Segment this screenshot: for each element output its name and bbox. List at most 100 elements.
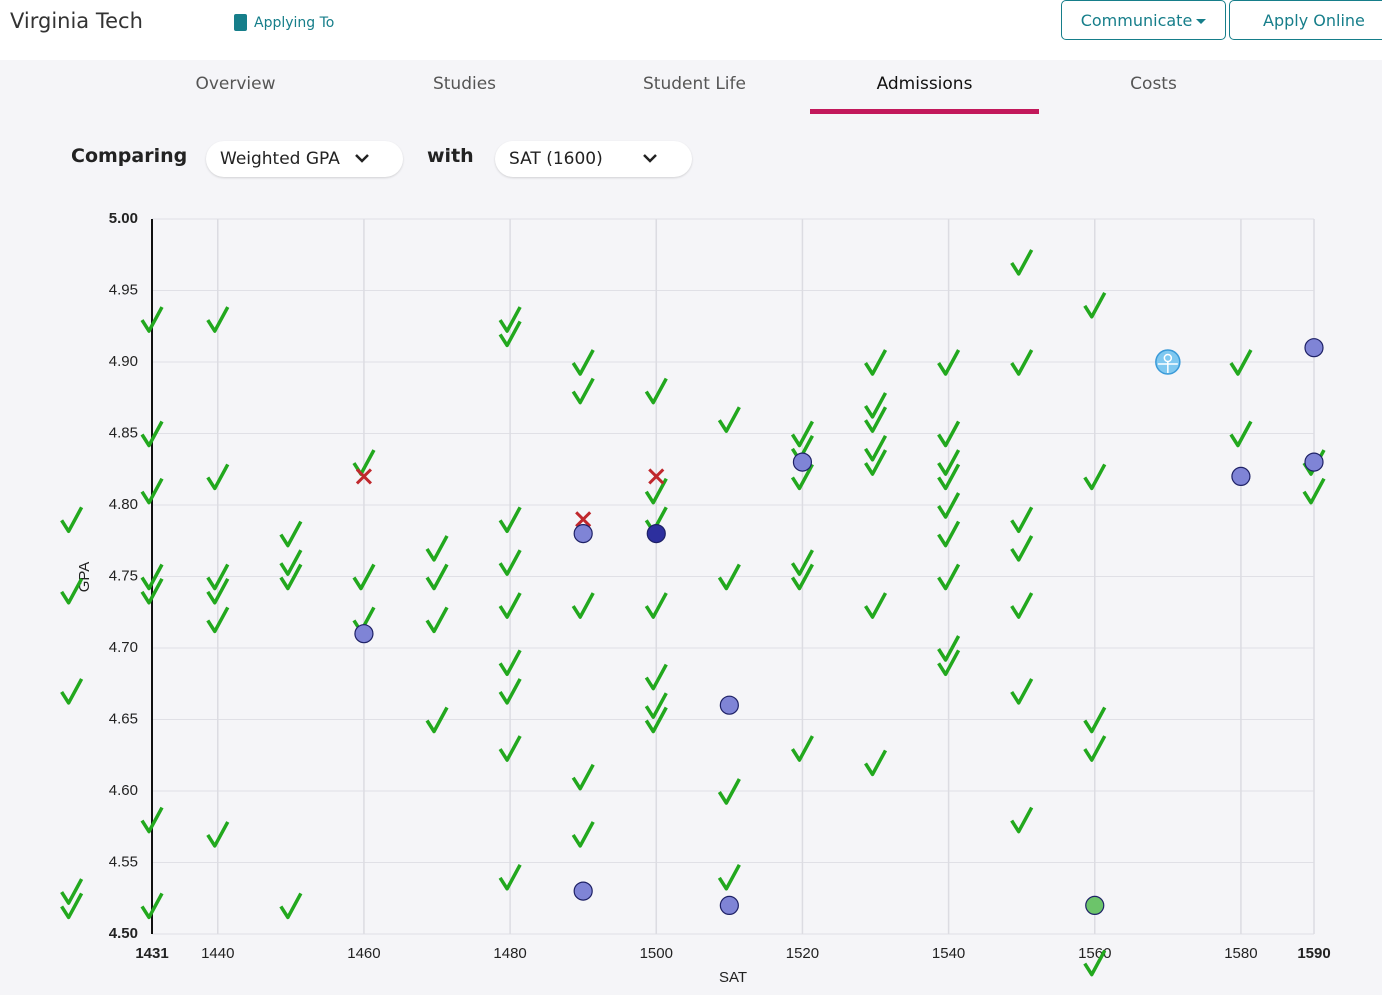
y-tick-label: 4.90 bbox=[109, 353, 138, 370]
accepted-check bbox=[206, 563, 230, 591]
y-tick-label: 4.95 bbox=[109, 281, 138, 298]
accepted-check bbox=[790, 563, 814, 591]
accepted-check bbox=[937, 635, 961, 662]
active-tab-underline bbox=[810, 109, 1039, 114]
student-point bbox=[573, 881, 593, 901]
y-select-label: Weighted GPA bbox=[220, 149, 340, 169]
accepted-check bbox=[1010, 535, 1034, 562]
accepted-check bbox=[644, 377, 668, 405]
x-tick-label: 1540 bbox=[932, 945, 965, 962]
accepted-check bbox=[571, 592, 595, 619]
accepted-check bbox=[644, 592, 668, 619]
tab[interactable]: Student Life bbox=[643, 74, 746, 94]
x-tick-label: 1520 bbox=[786, 945, 819, 962]
accepted-check bbox=[937, 420, 961, 448]
accepted-check bbox=[864, 392, 888, 419]
accepted-check bbox=[790, 549, 814, 576]
accepted-check bbox=[140, 892, 164, 920]
accepted-check bbox=[644, 663, 668, 691]
accepted-check bbox=[1229, 349, 1253, 376]
accepted-check bbox=[1229, 420, 1253, 448]
accepted-check bbox=[717, 563, 741, 591]
accepted-check bbox=[140, 420, 164, 448]
student-point bbox=[719, 895, 739, 916]
accepted-check bbox=[937, 563, 961, 591]
accepted-check bbox=[140, 306, 164, 333]
accepted-check bbox=[206, 577, 230, 605]
accepted-check bbox=[140, 563, 164, 591]
y-tick-label: 4.75 bbox=[109, 567, 138, 584]
accepted-check bbox=[864, 406, 888, 433]
communicate-button[interactable]: Communicate bbox=[1061, 0, 1226, 40]
accepted-check bbox=[1083, 463, 1107, 491]
accepted-check bbox=[279, 892, 303, 920]
y-tick-label: 4.80 bbox=[109, 496, 138, 513]
student-point bbox=[1304, 338, 1324, 358]
x-axis-label: SAT bbox=[719, 969, 747, 986]
accepted-check bbox=[864, 592, 888, 619]
student-point bbox=[1085, 895, 1105, 916]
accepted-check bbox=[644, 477, 668, 505]
accepted-check bbox=[571, 763, 595, 791]
accepted-check bbox=[790, 420, 814, 448]
accepted-check bbox=[571, 349, 595, 376]
accepted-check bbox=[425, 706, 449, 734]
accepted-check bbox=[279, 549, 303, 576]
x-select[interactable]: SAT (1600) bbox=[495, 141, 692, 177]
comparing-label: Comparing bbox=[71, 145, 188, 167]
x-tick-label: 1580 bbox=[1224, 945, 1257, 962]
apply-button[interactable]: Apply Online bbox=[1229, 0, 1382, 40]
accepted-check bbox=[206, 606, 230, 634]
you-icon-head bbox=[1163, 353, 1173, 363]
chevron bbox=[355, 154, 369, 163]
accepted-check bbox=[717, 863, 741, 891]
accepted-check bbox=[279, 520, 303, 548]
applying-link[interactable]: Applying To bbox=[254, 15, 335, 31]
tab[interactable]: Studies bbox=[432, 74, 497, 94]
accepted-check bbox=[206, 821, 230, 848]
denied-cross bbox=[355, 468, 372, 485]
accepted-check bbox=[498, 649, 522, 677]
student-point bbox=[573, 524, 593, 544]
accepted-check bbox=[206, 463, 230, 491]
x-tick-label: 1590 bbox=[1297, 945, 1330, 962]
y-tick-label: 4.50 bbox=[109, 925, 138, 942]
accepted-check bbox=[206, 306, 230, 333]
y-tick-label: 4.70 bbox=[109, 639, 138, 656]
accepted-check bbox=[864, 434, 888, 462]
accepted-check bbox=[937, 492, 961, 519]
y-tick-label: 5.00 bbox=[109, 210, 138, 227]
student-point bbox=[646, 524, 666, 544]
you-icon-body bbox=[1157, 362, 1178, 373]
denied-cross bbox=[575, 511, 592, 528]
student-point bbox=[792, 452, 813, 472]
accepted-check bbox=[498, 506, 522, 534]
accepted-check bbox=[644, 692, 668, 719]
accepted-check bbox=[1010, 249, 1034, 276]
accepted-check bbox=[864, 349, 888, 376]
student-point bbox=[1231, 466, 1251, 486]
accepted-check bbox=[1010, 349, 1034, 376]
accepted-check bbox=[140, 806, 164, 834]
y-tick-label: 4.65 bbox=[109, 710, 138, 727]
y-tick-label: 4.60 bbox=[109, 782, 138, 799]
denied-cross bbox=[648, 468, 665, 485]
accepted-check bbox=[644, 706, 668, 734]
student-point bbox=[1304, 452, 1324, 472]
tab[interactable]: Admissions bbox=[876, 74, 973, 94]
x-tick-label: 1480 bbox=[493, 945, 526, 962]
accepted-check bbox=[498, 306, 522, 333]
accepted-check bbox=[864, 449, 888, 476]
accepted-check bbox=[937, 463, 961, 491]
accepted-check bbox=[717, 778, 741, 805]
accepted-check bbox=[425, 535, 449, 562]
with-label: with bbox=[427, 145, 474, 167]
accepted-check bbox=[60, 678, 84, 705]
y-select[interactable]: Weighted GPA bbox=[206, 141, 403, 177]
tab[interactable]: Costs bbox=[1130, 74, 1177, 94]
x-tick-label: 1440 bbox=[201, 945, 234, 962]
student-point bbox=[354, 624, 374, 644]
tab[interactable]: Overview bbox=[195, 74, 276, 94]
accepted-check bbox=[498, 549, 522, 576]
